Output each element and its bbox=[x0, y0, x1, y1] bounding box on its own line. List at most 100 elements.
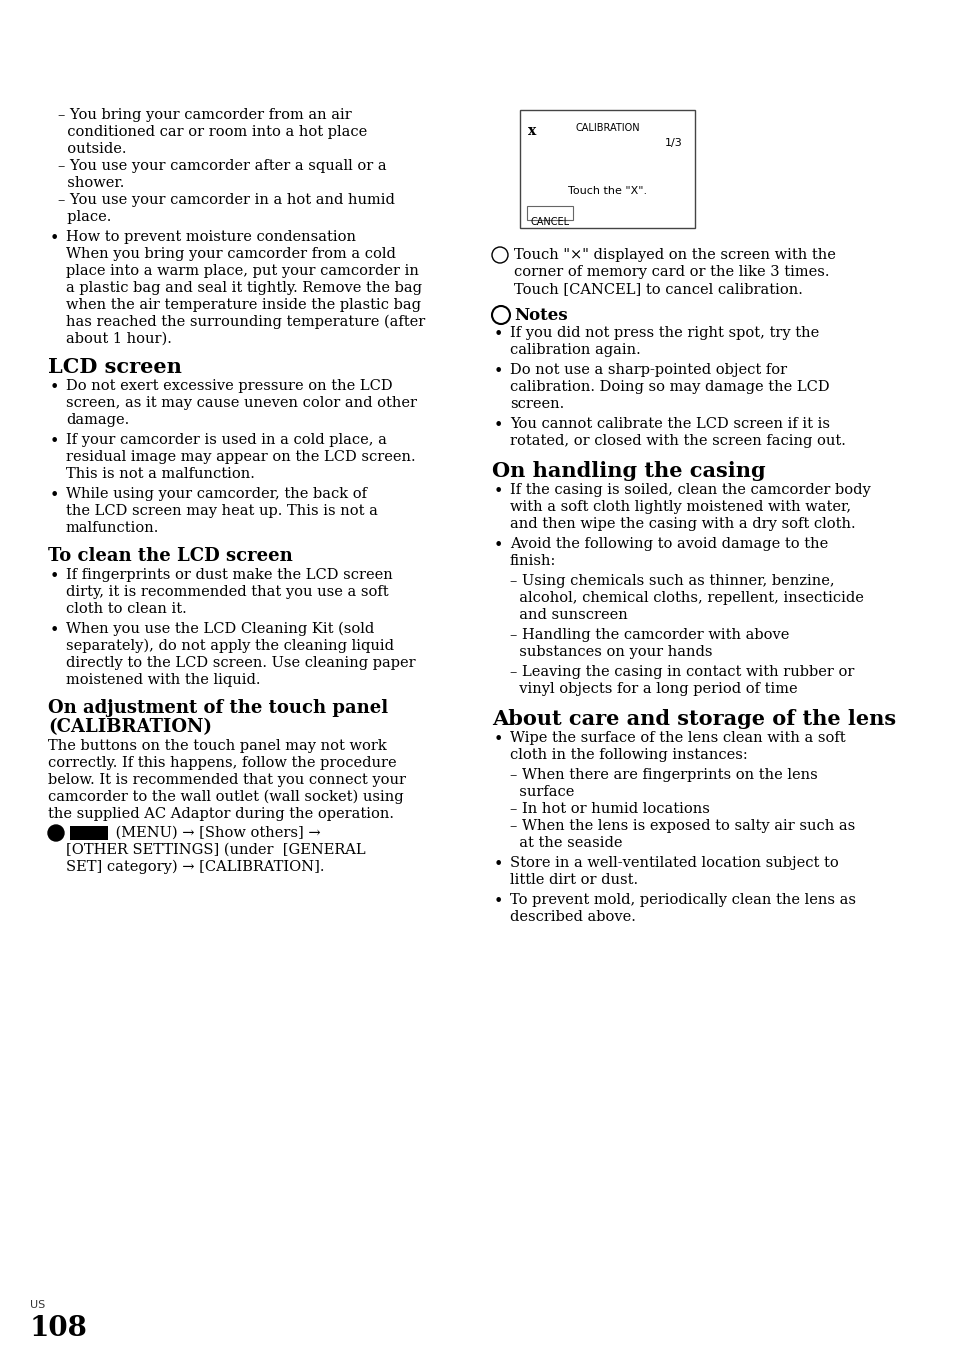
Text: •: • bbox=[494, 364, 503, 380]
Text: substances on your hands: substances on your hands bbox=[510, 645, 712, 660]
Text: Do not use a sharp-pointed object for: Do not use a sharp-pointed object for bbox=[510, 364, 786, 377]
Text: When you use the LCD Cleaning Kit (sold: When you use the LCD Cleaning Kit (sold bbox=[66, 622, 374, 636]
Text: Wipe the surface of the lens clean with a soft: Wipe the surface of the lens clean with … bbox=[510, 731, 844, 745]
Text: cloth in the following instances:: cloth in the following instances: bbox=[510, 748, 747, 763]
Text: – In hot or humid locations: – In hot or humid locations bbox=[510, 802, 709, 816]
Text: little dirt or dust.: little dirt or dust. bbox=[510, 873, 638, 887]
Text: To clean the LCD screen: To clean the LCD screen bbox=[48, 547, 293, 565]
Text: camcorder to the wall outlet (wall socket) using: camcorder to the wall outlet (wall socke… bbox=[48, 790, 403, 805]
Text: – You bring your camcorder from an air: – You bring your camcorder from an air bbox=[58, 109, 352, 122]
Text: (MENU) → [Show others] →: (MENU) → [Show others] → bbox=[111, 826, 320, 840]
Text: the LCD screen may heat up. This is not a: the LCD screen may heat up. This is not … bbox=[66, 503, 377, 518]
Text: 1/3: 1/3 bbox=[664, 138, 682, 148]
Text: •: • bbox=[494, 326, 503, 343]
FancyBboxPatch shape bbox=[526, 206, 573, 220]
Text: The buttons on the touch panel may not work: The buttons on the touch panel may not w… bbox=[48, 740, 386, 753]
Text: place into a warm place, put your camcorder in: place into a warm place, put your camcor… bbox=[66, 265, 418, 278]
Text: Store in a well-ventilated location subject to: Store in a well-ventilated location subj… bbox=[510, 856, 838, 870]
Text: •: • bbox=[494, 893, 503, 911]
Text: You cannot calibrate the LCD screen if it is: You cannot calibrate the LCD screen if i… bbox=[510, 417, 829, 432]
Text: damage.: damage. bbox=[66, 413, 129, 427]
Text: separately), do not apply the cleaning liquid: separately), do not apply the cleaning l… bbox=[66, 639, 394, 653]
Text: calibration again.: calibration again. bbox=[510, 343, 640, 357]
Text: If you did not press the right spot, try the: If you did not press the right spot, try… bbox=[510, 326, 819, 341]
Text: •: • bbox=[494, 483, 503, 499]
Text: has reached the surrounding temperature (after: has reached the surrounding temperature … bbox=[66, 315, 425, 330]
Text: •: • bbox=[50, 487, 59, 503]
Text: •: • bbox=[494, 856, 503, 873]
Text: Avoid the following to avoid damage to the: Avoid the following to avoid damage to t… bbox=[510, 537, 827, 551]
Text: – When there are fingerprints on the lens: – When there are fingerprints on the len… bbox=[510, 768, 817, 782]
Text: About care and storage of the lens: About care and storage of the lens bbox=[492, 708, 895, 729]
Text: below. It is recommended that you connect your: below. It is recommended that you connec… bbox=[48, 773, 406, 787]
Text: a plastic bag and seal it tightly. Remove the bag: a plastic bag and seal it tightly. Remov… bbox=[66, 281, 421, 294]
Text: screen, as it may cause uneven color and other: screen, as it may cause uneven color and… bbox=[66, 396, 416, 410]
Text: and then wipe the casing with a dry soft cloth.: and then wipe the casing with a dry soft… bbox=[510, 517, 855, 531]
Text: x: x bbox=[527, 123, 536, 138]
Text: US: US bbox=[30, 1300, 45, 1310]
Text: – Using chemicals such as thinner, benzine,: – Using chemicals such as thinner, benzi… bbox=[510, 574, 834, 588]
Text: – You use your camcorder in a hot and humid: – You use your camcorder in a hot and hu… bbox=[58, 193, 395, 208]
Text: On handling the casing: On handling the casing bbox=[492, 461, 765, 480]
Text: correctly. If this happens, follow the procedure: correctly. If this happens, follow the p… bbox=[48, 756, 396, 769]
Text: [OTHER SETTINGS] (under  [GENERAL: [OTHER SETTINGS] (under [GENERAL bbox=[66, 843, 365, 858]
Text: malfunction.: malfunction. bbox=[66, 521, 159, 535]
Text: CALIBRATION: CALIBRATION bbox=[575, 123, 639, 133]
Text: residual image may appear on the LCD screen.: residual image may appear on the LCD scr… bbox=[66, 451, 416, 464]
Text: corner of memory card or the like 3 times.: corner of memory card or the like 3 time… bbox=[514, 265, 828, 280]
Text: described above.: described above. bbox=[510, 911, 636, 924]
FancyBboxPatch shape bbox=[70, 826, 108, 840]
Text: 2: 2 bbox=[496, 248, 503, 262]
Text: •: • bbox=[494, 537, 503, 554]
Text: When you bring your camcorder from a cold: When you bring your camcorder from a col… bbox=[66, 247, 395, 261]
Text: – When the lens is exposed to salty air such as: – When the lens is exposed to salty air … bbox=[510, 820, 854, 833]
Text: when the air temperature inside the plastic bag: when the air temperature inside the plas… bbox=[66, 299, 420, 312]
Text: screen.: screen. bbox=[510, 398, 563, 411]
Text: This is not a malfunction.: This is not a malfunction. bbox=[66, 467, 254, 480]
Circle shape bbox=[48, 825, 64, 841]
Text: with a soft cloth lightly moistened with water,: with a soft cloth lightly moistened with… bbox=[510, 499, 850, 514]
Text: vinyl objects for a long period of time: vinyl objects for a long period of time bbox=[510, 683, 797, 696]
Text: Do not exert excessive pressure on the LCD: Do not exert excessive pressure on the L… bbox=[66, 379, 393, 394]
Text: and sunscreen: and sunscreen bbox=[510, 608, 627, 622]
Text: (CALIBRATION): (CALIBRATION) bbox=[48, 718, 212, 735]
Text: •: • bbox=[50, 379, 59, 396]
Text: CANCEL: CANCEL bbox=[530, 217, 569, 227]
Text: finish:: finish: bbox=[510, 554, 556, 569]
Text: Notes: Notes bbox=[514, 307, 567, 324]
Text: – Leaving the casing in contact with rubber or: – Leaving the casing in contact with rub… bbox=[510, 665, 854, 678]
Text: – You use your camcorder after a squall or a: – You use your camcorder after a squall … bbox=[58, 159, 386, 172]
Text: Touch "×" displayed on the screen with the: Touch "×" displayed on the screen with t… bbox=[514, 248, 835, 262]
Text: outside.: outside. bbox=[58, 142, 127, 156]
Text: place.: place. bbox=[58, 210, 112, 224]
Text: •: • bbox=[50, 433, 59, 451]
Circle shape bbox=[492, 247, 507, 263]
Text: Touch the "X".: Touch the "X". bbox=[567, 186, 646, 195]
Text: If the casing is soiled, clean the camcorder body: If the casing is soiled, clean the camco… bbox=[510, 483, 870, 497]
Text: SET] category) → [CALIBRATION].: SET] category) → [CALIBRATION]. bbox=[66, 860, 324, 874]
Text: calibration. Doing so may damage the LCD: calibration. Doing so may damage the LCD bbox=[510, 380, 829, 394]
Text: shower.: shower. bbox=[58, 176, 124, 190]
Text: at the seaside: at the seaside bbox=[510, 836, 622, 849]
Text: While using your camcorder, the back of: While using your camcorder, the back of bbox=[66, 487, 367, 501]
Text: If your camcorder is used in a cold place, a: If your camcorder is used in a cold plac… bbox=[66, 433, 387, 446]
Text: moistened with the liquid.: moistened with the liquid. bbox=[66, 673, 260, 687]
Text: about 1 hour).: about 1 hour). bbox=[66, 332, 172, 346]
Text: alcohol, chemical cloths, repellent, insecticide: alcohol, chemical cloths, repellent, ins… bbox=[510, 592, 863, 605]
Text: cloth to clean it.: cloth to clean it. bbox=[66, 603, 187, 616]
Text: Touch [CANCEL] to cancel calibration.: Touch [CANCEL] to cancel calibration. bbox=[514, 282, 802, 296]
Text: •: • bbox=[494, 417, 503, 434]
Text: If fingerprints or dust make the LCD screen: If fingerprints or dust make the LCD scr… bbox=[66, 569, 393, 582]
Text: On adjustment of the touch panel: On adjustment of the touch panel bbox=[48, 699, 388, 716]
Text: How to prevent moisture condensation: How to prevent moisture condensation bbox=[66, 229, 355, 244]
Text: dirty, it is recommended that you use a soft: dirty, it is recommended that you use a … bbox=[66, 585, 388, 598]
Text: directly to the LCD screen. Use cleaning paper: directly to the LCD screen. Use cleaning… bbox=[66, 655, 416, 670]
Text: To prevent mold, periodically clean the lens as: To prevent mold, periodically clean the … bbox=[510, 893, 855, 906]
Text: •: • bbox=[50, 622, 59, 639]
Text: MENU: MENU bbox=[72, 829, 105, 839]
Text: •: • bbox=[50, 229, 59, 247]
Text: – Handling the camcorder with above: – Handling the camcorder with above bbox=[510, 628, 788, 642]
Text: ⚡: ⚡ bbox=[497, 309, 504, 320]
Text: •: • bbox=[50, 569, 59, 585]
Text: the supplied AC Adaptor during the operation.: the supplied AC Adaptor during the opera… bbox=[48, 807, 394, 821]
